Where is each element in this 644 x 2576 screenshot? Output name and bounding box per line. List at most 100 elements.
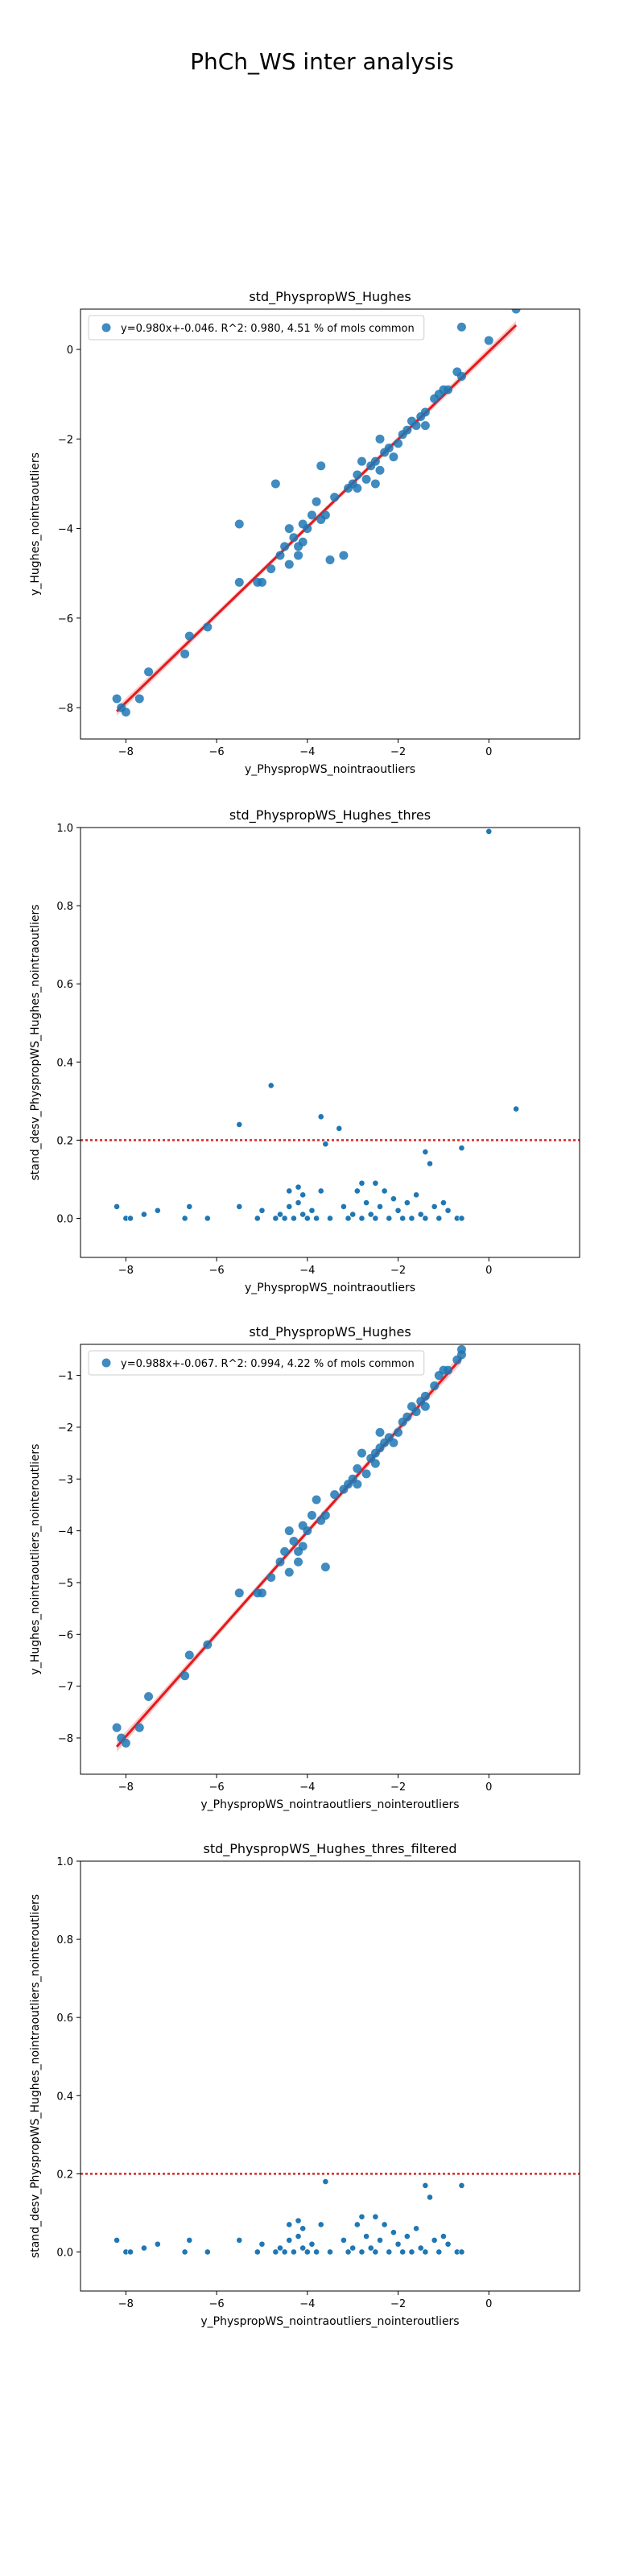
data-point	[399, 1215, 407, 1222]
data-point	[484, 336, 493, 345]
y-tick-label: 0.4	[56, 1057, 73, 1069]
data-point	[417, 2244, 424, 2252]
plot-area	[80, 828, 580, 1222]
data-point	[386, 1215, 393, 1222]
data-point	[299, 1191, 307, 1199]
chart-4: std_PhyspropWS_Hughes_thres_filtered −8 −6…	[29, 1841, 580, 2328]
data-point	[275, 551, 285, 560]
data-point	[372, 1179, 379, 1187]
x-tick-label: −8	[118, 2298, 134, 2310]
data-point	[422, 2182, 429, 2189]
y-axis-label: stand_desv_PhyspropWS_Hughes_nointraoutl…	[29, 904, 42, 1180]
data-point	[186, 1203, 193, 1210]
data-point	[280, 1546, 290, 1556]
legend-label: y=0.988x+-0.067. R^2: 0.994, 4.22 % of m…	[121, 1358, 415, 1370]
x-tick-label: −4	[299, 2298, 315, 2310]
y-axis-label: y_Hughes_nointraoutliers	[29, 452, 42, 596]
data-point	[291, 1215, 297, 1222]
data-point	[141, 2244, 147, 2252]
data-point	[349, 1211, 357, 1218]
y-tick-label: −1	[58, 1371, 73, 1383]
x-tick-label: −2	[390, 746, 406, 758]
data-point	[341, 2236, 347, 2244]
x-tick-label: −4	[299, 1781, 315, 1794]
data-point	[298, 1542, 308, 1551]
data-point	[308, 2240, 316, 2248]
data-point	[236, 1203, 243, 1210]
data-point	[394, 1427, 403, 1437]
y-tick-label: 0.4	[56, 2091, 73, 2103]
data-point	[299, 2244, 307, 2252]
data-point	[353, 2221, 361, 2228]
data-point	[361, 474, 371, 484]
data-point	[127, 2248, 134, 2256]
data-point	[458, 1215, 465, 1222]
data-point	[358, 2213, 365, 2220]
x-tick-label: 0	[485, 1265, 492, 1277]
data-point	[299, 2225, 307, 2232]
chart-title: std_PhyspropWS_Hughes_thres	[229, 807, 431, 824]
x-tick-label: −2	[390, 2298, 406, 2310]
x-tick-label: −2	[390, 1781, 406, 1794]
data-point	[181, 1215, 188, 1222]
data-point	[420, 421, 430, 431]
data-point	[394, 2240, 402, 2248]
data-point	[184, 631, 194, 641]
plot-area	[112, 1344, 466, 1752]
data-point	[431, 1203, 438, 1210]
data-point	[436, 1215, 443, 1222]
data-point	[295, 2217, 302, 2224]
legend-box	[88, 1350, 425, 1376]
data-point	[390, 1195, 397, 1203]
data-point	[299, 1211, 307, 1218]
data-point	[112, 694, 122, 704]
data-point	[330, 493, 340, 502]
legend-marker	[101, 323, 111, 332]
data-point	[295, 2233, 302, 2240]
data-point	[121, 1738, 130, 1748]
data-point	[511, 309, 521, 314]
data-point	[286, 2236, 293, 2244]
legend: y=0.988x+-0.067. R^2: 0.994, 4.22 % of m…	[88, 1350, 425, 1376]
data-point	[320, 1510, 330, 1520]
data-point	[234, 519, 244, 529]
data-point	[275, 1557, 285, 1567]
data-point	[280, 542, 290, 551]
chart-title: std_PhyspropWS_Hughes	[249, 1324, 411, 1340]
data-point	[254, 2248, 261, 2256]
data-point	[372, 2248, 379, 2256]
data-point	[316, 461, 326, 471]
data-point	[370, 479, 380, 489]
data-point	[336, 1125, 343, 1132]
y-tick-label: 0.6	[56, 2013, 73, 2025]
data-point	[303, 2248, 311, 2256]
figure-title: PhCh_WS inter analysis	[190, 48, 454, 75]
legend: y=0.980x+-0.046. R^2: 0.980, 4.51 % of m…	[88, 315, 425, 341]
axes-frame	[80, 1344, 580, 1775]
data-point	[266, 564, 276, 574]
data-point	[303, 1215, 311, 1222]
data-point	[114, 2236, 120, 2244]
data-point	[375, 434, 385, 444]
y-tick-label: −3	[58, 1474, 73, 1486]
data-point	[272, 1215, 279, 1222]
data-point	[444, 2240, 452, 2248]
data-point	[236, 1121, 243, 1128]
data-point	[144, 1691, 154, 1701]
data-point	[284, 1567, 294, 1577]
data-point	[422, 2248, 429, 2256]
data-point	[357, 456, 366, 466]
data-point	[257, 1588, 266, 1598]
data-point	[361, 1469, 371, 1479]
data-point	[372, 1215, 379, 1222]
chart-2: std_PhyspropWS_Hughes_thres −8 −6 −4 −2 0 0.0 0…	[29, 807, 580, 1294]
data-point	[281, 1215, 288, 1222]
data-point	[127, 1215, 134, 1222]
data-point	[377, 2236, 383, 2244]
chart-title: std_PhyspropWS_Hughes	[249, 289, 411, 305]
y-tick-label: 1.0	[56, 823, 73, 835]
y-tick-label: 0	[67, 345, 73, 357]
data-point	[367, 2244, 374, 2252]
data-point	[313, 2248, 320, 2256]
